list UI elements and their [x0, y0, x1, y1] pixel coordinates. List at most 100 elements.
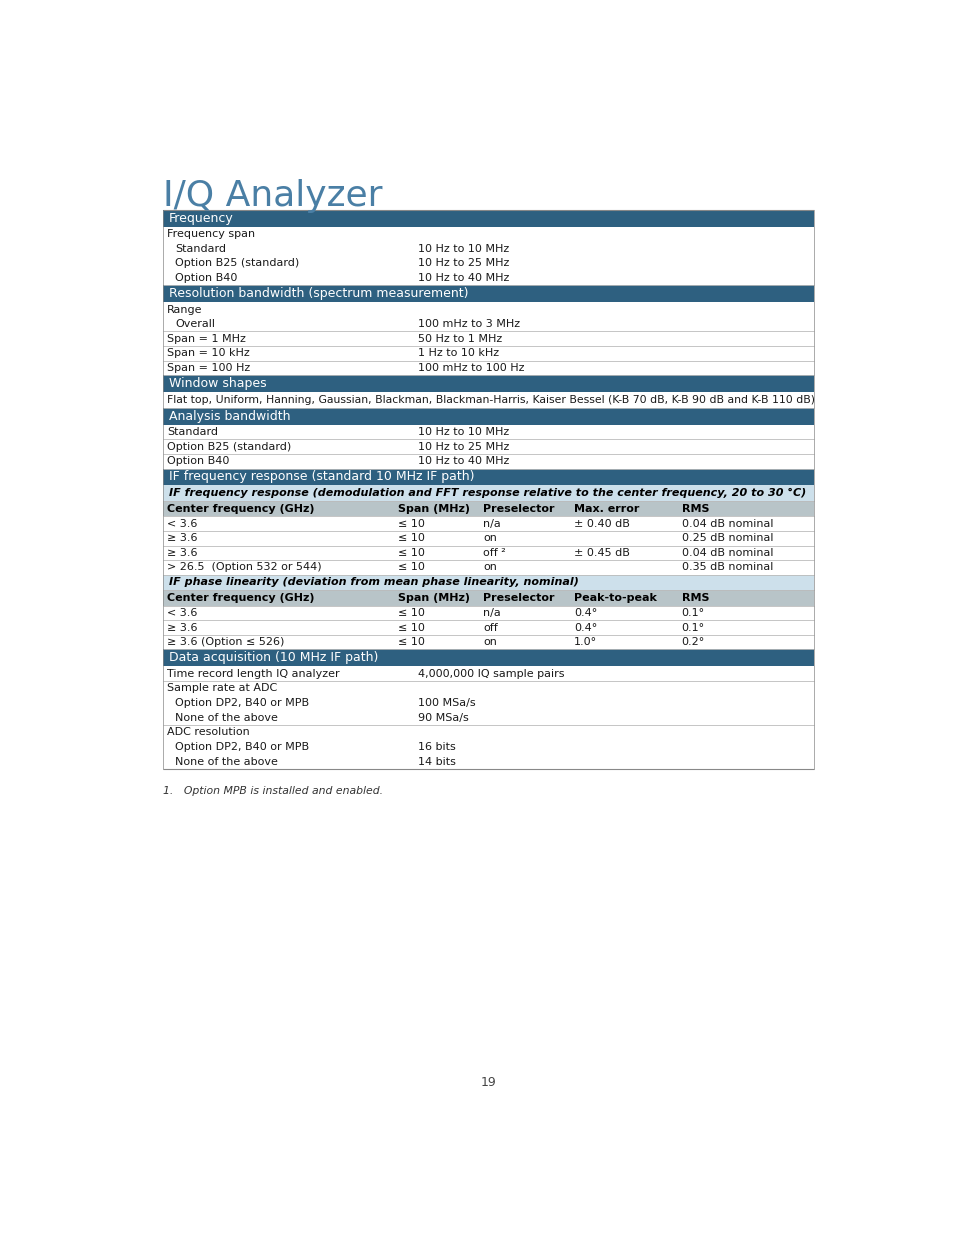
Text: RMS: RMS	[680, 593, 708, 603]
Bar	[163, 546, 814, 561]
Text: Standard: Standard	[167, 427, 218, 437]
Text: Option DP2, B40 or MPB: Option DP2, B40 or MPB	[174, 742, 309, 752]
Text: Data acquisition (10 MHz IF path): Data acquisition (10 MHz IF path)	[169, 651, 377, 664]
Text: 19: 19	[480, 1076, 497, 1089]
Bar	[163, 425, 814, 440]
Bar	[163, 468, 814, 485]
Text: Frequency: Frequency	[169, 211, 233, 225]
Bar	[163, 574, 814, 590]
Bar	[163, 635, 814, 650]
Text: ± 0.45 dB: ± 0.45 dB	[574, 548, 629, 558]
Text: ≤ 10: ≤ 10	[398, 548, 425, 558]
Bar	[163, 303, 814, 331]
Text: Span = 100 Hz: Span = 100 Hz	[167, 363, 251, 373]
Text: Span (MHz): Span (MHz)	[398, 504, 470, 514]
Bar	[163, 361, 814, 375]
Text: Span = 10 kHz: Span = 10 kHz	[167, 348, 250, 358]
Text: n/a: n/a	[482, 519, 500, 529]
Text: 100 MSa/s: 100 MSa/s	[417, 698, 475, 708]
Text: IF frequency response (demodulation and FFT response relative to the center freq: IF frequency response (demodulation and …	[169, 488, 805, 498]
Text: Option B40: Option B40	[174, 273, 237, 283]
Bar	[163, 590, 814, 605]
Text: 0.4°: 0.4°	[574, 608, 597, 618]
Text: Span = 1 MHz: Span = 1 MHz	[167, 333, 246, 343]
Text: 4,000,000 IQ sample pairs: 4,000,000 IQ sample pairs	[417, 668, 564, 679]
Text: 90 MSa/s: 90 MSa/s	[417, 713, 468, 722]
Text: ≥ 3.6: ≥ 3.6	[167, 622, 197, 632]
Bar	[163, 531, 814, 546]
Bar	[163, 227, 814, 285]
Text: Option DP2, B40 or MPB: Option DP2, B40 or MPB	[174, 698, 309, 708]
Bar	[163, 285, 814, 303]
Text: 100 mHz to 3 MHz: 100 mHz to 3 MHz	[417, 319, 519, 330]
Text: IF phase linearity (deviation from mean phase linearity, nominal): IF phase linearity (deviation from mean …	[169, 578, 578, 588]
Text: > 26.5  (Option 532 or 544): > 26.5 (Option 532 or 544)	[167, 562, 321, 573]
Text: Center frequency (GHz): Center frequency (GHz)	[167, 504, 314, 514]
Bar	[163, 725, 814, 769]
Text: 10 Hz to 25 MHz: 10 Hz to 25 MHz	[417, 442, 509, 452]
Text: 0.04 dB nominal: 0.04 dB nominal	[680, 548, 772, 558]
Text: on: on	[482, 562, 497, 573]
Bar	[163, 375, 814, 393]
Text: Overall: Overall	[174, 319, 214, 330]
Text: Preselector: Preselector	[482, 593, 554, 603]
Text: Frequency span: Frequency span	[167, 228, 255, 240]
Text: Range: Range	[167, 305, 203, 315]
Text: Option B40: Option B40	[167, 456, 230, 466]
Text: off: off	[482, 622, 497, 632]
Bar	[163, 440, 814, 454]
Text: < 3.6: < 3.6	[167, 608, 197, 618]
Text: ≤ 10: ≤ 10	[398, 562, 425, 573]
Bar	[163, 210, 814, 227]
Text: 10 Hz to 40 MHz: 10 Hz to 40 MHz	[417, 456, 509, 466]
Text: I/Q Analyzer: I/Q Analyzer	[163, 179, 382, 212]
Text: 50 Hz to 1 MHz: 50 Hz to 1 MHz	[417, 333, 501, 343]
Bar	[163, 516, 814, 531]
Text: 10 Hz to 40 MHz: 10 Hz to 40 MHz	[417, 273, 509, 283]
Text: ≤ 10: ≤ 10	[398, 534, 425, 543]
Text: IF frequency response (standard 10 MHz IF path): IF frequency response (standard 10 MHz I…	[169, 471, 474, 483]
Text: off ²: off ²	[482, 548, 505, 558]
Bar	[163, 620, 814, 635]
Text: ≥ 3.6 (Option ≤ 526): ≥ 3.6 (Option ≤ 526)	[167, 637, 284, 647]
Text: 10 Hz to 25 MHz: 10 Hz to 25 MHz	[417, 258, 509, 268]
Bar	[163, 680, 814, 725]
Text: Max. error: Max. error	[574, 504, 639, 514]
Text: 0.04 dB nominal: 0.04 dB nominal	[680, 519, 772, 529]
Text: ± 0.40 dB: ± 0.40 dB	[574, 519, 629, 529]
Text: Window shapes: Window shapes	[169, 378, 266, 390]
Bar	[163, 501, 814, 516]
Text: Preselector: Preselector	[482, 504, 554, 514]
Bar	[163, 454, 814, 468]
Bar	[163, 667, 814, 680]
Text: None of the above: None of the above	[174, 713, 277, 722]
Text: Option B25 (standard): Option B25 (standard)	[174, 258, 299, 268]
Text: Option B25 (standard): Option B25 (standard)	[167, 442, 292, 452]
Text: ≤ 10: ≤ 10	[398, 622, 425, 632]
Bar	[163, 561, 814, 574]
Text: 0.1°: 0.1°	[680, 622, 704, 632]
Text: Analysis bandwidth: Analysis bandwidth	[169, 410, 290, 422]
Text: 0.4°: 0.4°	[574, 622, 597, 632]
Bar	[163, 650, 814, 667]
Text: 1.   Option MPB is installed and enabled.: 1. Option MPB is installed and enabled.	[163, 785, 383, 795]
Text: ≥ 3.6: ≥ 3.6	[167, 548, 197, 558]
Text: RMS: RMS	[680, 504, 708, 514]
Text: 10 Hz to 10 MHz: 10 Hz to 10 MHz	[417, 243, 509, 253]
Text: None of the above: None of the above	[174, 757, 277, 767]
Bar	[163, 605, 814, 620]
Text: ADC resolution: ADC resolution	[167, 727, 250, 737]
Text: n/a: n/a	[482, 608, 500, 618]
Text: ≤ 10: ≤ 10	[398, 519, 425, 529]
Text: Standard: Standard	[174, 243, 226, 253]
Text: on: on	[482, 637, 497, 647]
Text: ≥ 3.6: ≥ 3.6	[167, 534, 197, 543]
Text: Time record length IQ analyzer: Time record length IQ analyzer	[167, 668, 339, 679]
Text: 0.1°: 0.1°	[680, 608, 704, 618]
Text: 0.25 dB nominal: 0.25 dB nominal	[680, 534, 772, 543]
Text: Flat top, Uniform, Hanning, Gaussian, Blackman, Blackman-Harris, Kaiser Bessel (: Flat top, Uniform, Hanning, Gaussian, Bl…	[167, 395, 815, 405]
Text: 100 mHz to 100 Hz: 100 mHz to 100 Hz	[417, 363, 524, 373]
Bar	[163, 485, 814, 501]
Text: 1 Hz to 10 kHz: 1 Hz to 10 kHz	[417, 348, 498, 358]
Text: 16 bits: 16 bits	[417, 742, 456, 752]
